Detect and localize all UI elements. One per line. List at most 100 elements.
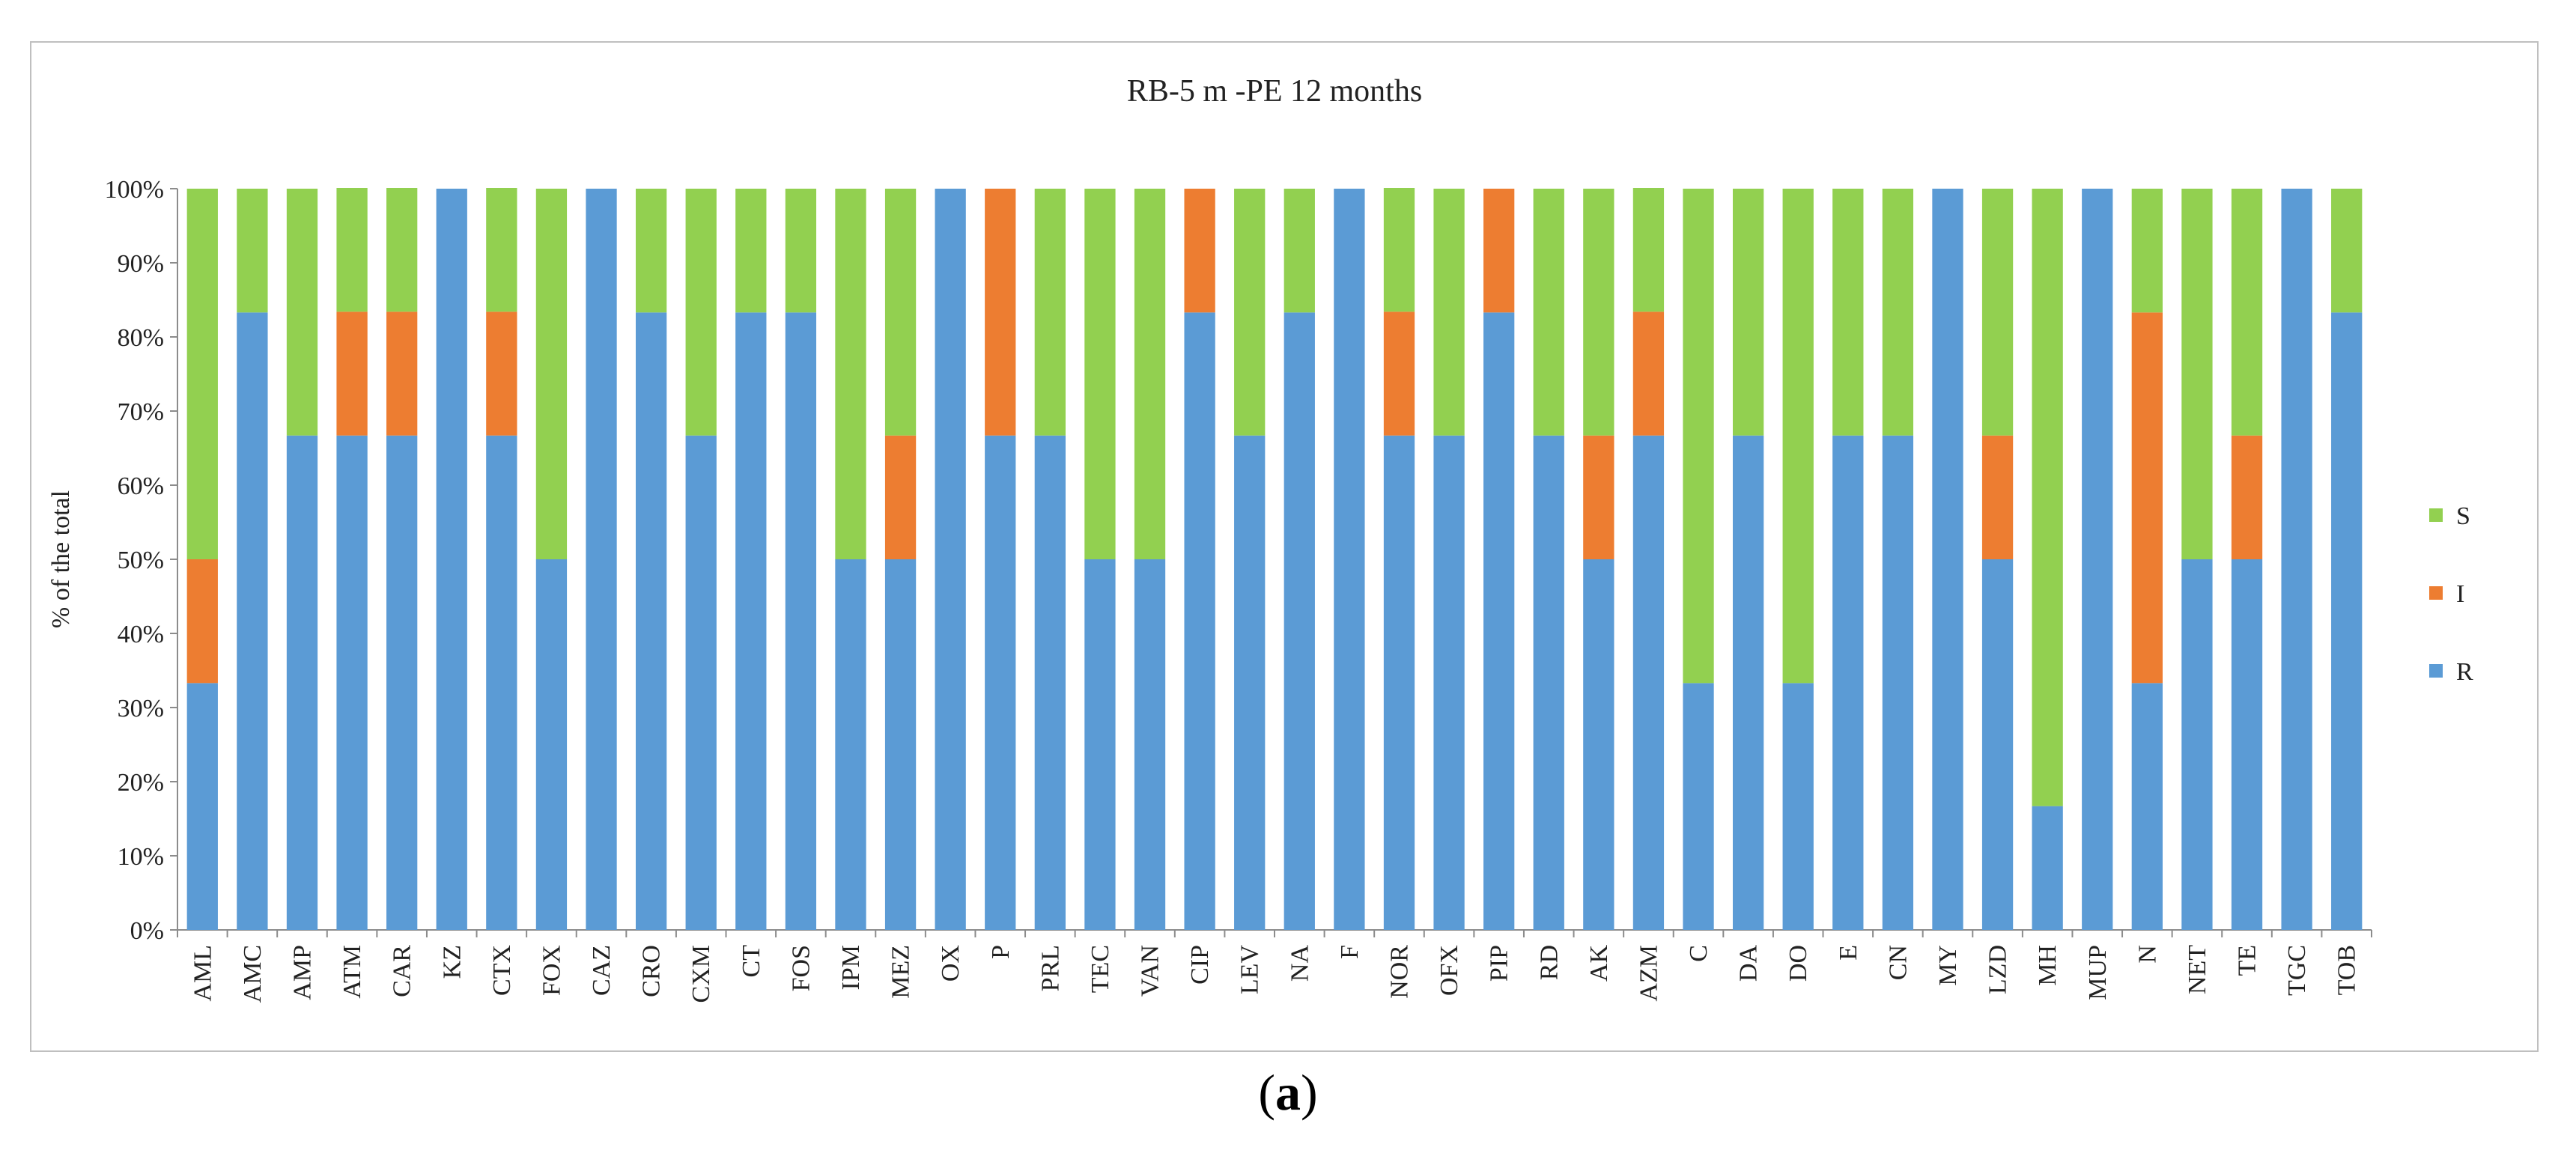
- bar-s-da: [1732, 189, 1764, 436]
- x-tick-label: TEC: [1087, 945, 1114, 993]
- bar-s-azm: [1632, 188, 1665, 312]
- bar-s-ofx: [1433, 189, 1465, 436]
- y-tick-label: 30%: [118, 695, 164, 723]
- x-tick-label: KZ: [438, 945, 466, 979]
- bar-s-amc: [237, 189, 268, 313]
- bar-r-cn: [1882, 435, 1914, 930]
- bar-r-aml: [186, 683, 218, 930]
- x-tick-label: CRO: [638, 945, 666, 997]
- x-tick-label: TGC: [2283, 945, 2311, 996]
- y-tick-label: 10%: [118, 843, 164, 871]
- bar-s-tec: [1084, 189, 1116, 559]
- chart-title: RB-5 m -PE 12 months: [1127, 74, 1422, 109]
- y-tick-label: 70%: [118, 398, 164, 426]
- stacked-bar-chart: RB-5 m -PE 12 months % of the total 0% 10% 2…: [47, 74, 2473, 1003]
- x-tick-label: NET: [2184, 945, 2211, 994]
- x-tick-label: IPM: [837, 945, 865, 990]
- y-tick-label: 20%: [118, 769, 164, 797]
- x-tick-label: CAR: [389, 945, 416, 997]
- bar-s-ipm: [835, 189, 866, 559]
- legend-swatch-s: [2429, 508, 2443, 522]
- bar-r-atm: [336, 435, 368, 930]
- bar-r-do: [1782, 683, 1814, 930]
- y-tick-label: 50%: [118, 547, 164, 574]
- bar-i-nor: [1383, 311, 1415, 436]
- caption-label: a: [1275, 1064, 1301, 1121]
- y-tick-label: 60%: [118, 472, 164, 500]
- y-tick-label: 100%: [105, 176, 164, 204]
- x-tick-label: DA: [1735, 945, 1763, 982]
- bar-r-e: [1832, 435, 1864, 930]
- bar-i-pip: [1483, 189, 1515, 313]
- bar-r-amp: [286, 435, 318, 930]
- bar-r-c: [1683, 683, 1714, 930]
- x-tick-label: MH: [2034, 945, 2062, 986]
- x-tick-label: AZM: [1635, 945, 1662, 1002]
- bar-i-n: [2131, 312, 2163, 684]
- x-tick-label: PRL: [1036, 945, 1064, 991]
- bar-r-ct: [735, 312, 767, 931]
- bar-r-na: [1284, 312, 1315, 931]
- bar-s-net: [2181, 189, 2213, 559]
- bar-s-amp: [286, 189, 318, 436]
- bar-s-lzd: [1981, 189, 2014, 436]
- y-tick-label: 40%: [118, 621, 164, 648]
- bar-s-na: [1284, 189, 1315, 313]
- legend-label-i: I: [2456, 580, 2464, 608]
- y-tick-label: 0%: [130, 917, 164, 945]
- x-tick-label: CT: [738, 945, 765, 978]
- bar-r-mh: [2032, 806, 2063, 930]
- bar-r-tob: [2331, 312, 2363, 931]
- x-tick-label: MUP: [2084, 945, 2112, 1000]
- bar-s-te: [2231, 189, 2263, 436]
- bar-s-cxm: [685, 189, 717, 436]
- bar-s-nor: [1383, 188, 1415, 312]
- x-tick-label: CXM: [687, 945, 715, 1003]
- bar-i-ctx: [486, 311, 517, 436]
- bar-r-van: [1134, 559, 1166, 930]
- bar-s-car: [386, 188, 418, 312]
- bar-r-cip: [1184, 312, 1215, 931]
- bar-s-lev: [1234, 189, 1266, 436]
- caption-close-paren: ): [1301, 1064, 1318, 1121]
- bar-i-car: [386, 311, 418, 436]
- bar-r-cro: [635, 312, 667, 931]
- caption-open-paren: (: [1258, 1064, 1275, 1121]
- x-tick-label: LZD: [1984, 945, 2012, 994]
- bar-s-rd: [1533, 189, 1564, 436]
- bar-r-ofx: [1433, 435, 1465, 930]
- bar-s-ak: [1583, 189, 1614, 436]
- x-tick-label: E: [1835, 945, 1862, 961]
- bar-r-te: [2231, 559, 2263, 930]
- x-tick-label: TE: [2234, 945, 2261, 976]
- bar-s-n: [2131, 189, 2163, 313]
- bar-s-mez: [884, 189, 917, 436]
- bar-i-mez: [884, 435, 917, 559]
- y-tick-label: 80%: [118, 324, 164, 352]
- bar-i-ak: [1583, 435, 1614, 559]
- bar-r-fox: [535, 559, 568, 930]
- x-tick-label: NA: [1286, 945, 1313, 982]
- bar-r-ak: [1583, 559, 1614, 930]
- x-tick-label: RD: [1535, 945, 1563, 980]
- legend-label-s: S: [2456, 502, 2470, 530]
- bar-r-amc: [237, 312, 268, 931]
- bar-r-lev: [1234, 435, 1266, 930]
- bar-s-ctx: [486, 188, 517, 312]
- x-tick-label: CN: [1884, 945, 1912, 980]
- bar-s-aml: [186, 189, 218, 559]
- bar-i-atm: [336, 311, 368, 436]
- x-tick-label: MEZ: [887, 945, 915, 999]
- x-tick-label: CAZ: [588, 945, 616, 996]
- legend-swatch-i: [2429, 586, 2443, 600]
- bar-r-lzd: [1981, 559, 2014, 930]
- bar-s-fox: [535, 189, 568, 559]
- bar-r-car: [386, 435, 418, 930]
- bar-r-caz: [586, 189, 617, 930]
- bar-r-pip: [1483, 312, 1515, 931]
- bar-s-mh: [2032, 189, 2063, 806]
- x-tick-label: ATM: [338, 945, 366, 999]
- bar-r-n: [2131, 683, 2163, 930]
- bar-r-nor: [1383, 435, 1415, 930]
- y-tick-label: 90%: [118, 250, 164, 278]
